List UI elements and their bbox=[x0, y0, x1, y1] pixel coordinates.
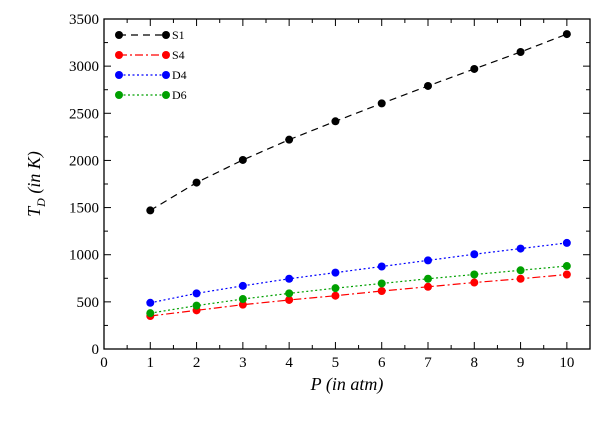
series-s4 bbox=[146, 270, 571, 320]
y-axis-title-rest: (in K) bbox=[24, 151, 45, 198]
legend-marker bbox=[162, 71, 170, 79]
series-line-s4 bbox=[150, 273, 567, 317]
data-point-d6 bbox=[331, 284, 340, 293]
data-point-s1 bbox=[516, 48, 525, 56]
legend-entry-d4: D4 bbox=[115, 68, 187, 82]
data-point-d6 bbox=[516, 266, 525, 275]
series-line-d6 bbox=[150, 265, 567, 314]
data-point-s1 bbox=[331, 117, 340, 126]
y-tick-label: 0 bbox=[92, 342, 100, 358]
series-line-s1 bbox=[149, 33, 568, 211]
legend-marker bbox=[162, 51, 170, 59]
y-axis-title-sub: D bbox=[34, 198, 48, 208]
x-axis-title: P (in atm) bbox=[310, 374, 384, 395]
data-point-d4 bbox=[516, 244, 525, 253]
ticks-layer: 0 1 2 3 4 5 6 7 8 9 10 0 500 1000 1500 2000 2500 3000 3500 bbox=[69, 12, 590, 371]
data-point-s4 bbox=[424, 282, 432, 291]
x-tick-label: 7 bbox=[424, 355, 432, 371]
data-point-s1 bbox=[192, 178, 201, 187]
series-d6 bbox=[146, 262, 571, 318]
y-tick-label: 2000 bbox=[69, 153, 99, 169]
data-point-d4 bbox=[377, 262, 386, 271]
data-point-d4 bbox=[146, 298, 155, 307]
data-point-s4 bbox=[562, 270, 571, 279]
data-point-s1 bbox=[424, 81, 432, 90]
data-point-d4 bbox=[238, 281, 247, 290]
data-point-s1 bbox=[470, 64, 479, 73]
x-tick-label: 3 bbox=[239, 355, 247, 371]
x-tick-label: 4 bbox=[285, 355, 293, 371]
legend-label: S4 bbox=[172, 48, 185, 62]
y-tick-label: 500 bbox=[77, 295, 100, 311]
x-tick-label: 0 bbox=[100, 355, 108, 371]
legend-marker bbox=[115, 51, 123, 59]
data-point-d6 bbox=[562, 262, 571, 271]
data-point-s4 bbox=[331, 291, 340, 300]
series-s1 bbox=[146, 30, 571, 215]
data-point-d6 bbox=[192, 301, 201, 310]
data-point-s4 bbox=[238, 300, 247, 309]
data-point-s4 bbox=[377, 287, 386, 296]
data-point-d6 bbox=[424, 274, 432, 283]
y-tick-label: 3500 bbox=[69, 12, 99, 28]
x-tick-label: 2 bbox=[193, 355, 201, 371]
legend-entry-s4: S4 bbox=[115, 48, 185, 62]
legend-marker bbox=[115, 31, 123, 39]
data-point-s1 bbox=[238, 155, 247, 164]
data-point-s4 bbox=[470, 278, 479, 287]
data-point-d6 bbox=[146, 309, 155, 318]
series-line-d4 bbox=[150, 242, 567, 304]
x-tick-label: 8 bbox=[471, 355, 479, 371]
data-point-d6 bbox=[377, 279, 386, 288]
legend-marker bbox=[162, 91, 170, 99]
x-tick-label: 10 bbox=[559, 355, 574, 371]
legend-label: S1 bbox=[172, 28, 185, 42]
data-point-d4 bbox=[331, 268, 340, 277]
legend-entry-d6: D6 bbox=[115, 88, 187, 102]
y-tick-label: 1500 bbox=[69, 201, 99, 217]
x-tick-label: 5 bbox=[332, 355, 340, 371]
data-point-d4 bbox=[192, 289, 201, 298]
legend-label: D4 bbox=[172, 68, 187, 82]
data-point-s1 bbox=[285, 135, 294, 144]
y-axis-title-main: T bbox=[24, 205, 44, 217]
legend-marker bbox=[115, 91, 123, 99]
data-point-d6 bbox=[238, 295, 247, 304]
legend-marker bbox=[162, 31, 170, 39]
data-point-s1 bbox=[146, 206, 155, 215]
data-point-d4 bbox=[285, 274, 294, 283]
x-tick-label: 6 bbox=[378, 355, 386, 371]
legend-label: D6 bbox=[172, 88, 187, 102]
y-axis-title: TD (in K) bbox=[24, 151, 48, 217]
data-point-s1 bbox=[562, 30, 571, 39]
data-point-d4 bbox=[424, 256, 432, 265]
data-point-s4 bbox=[516, 274, 525, 283]
series-layer bbox=[146, 30, 571, 320]
series-d4 bbox=[146, 238, 571, 307]
legend-entry-s1: S1 bbox=[115, 28, 185, 42]
y-tick-label: 3000 bbox=[69, 59, 99, 75]
data-point-s4 bbox=[285, 295, 294, 304]
data-point-d4 bbox=[562, 238, 571, 247]
y-tick-label: 1000 bbox=[69, 248, 99, 264]
data-point-s1 bbox=[377, 99, 386, 108]
data-point-d4 bbox=[470, 250, 479, 259]
y-tick-label: 2500 bbox=[69, 106, 99, 122]
legend: S1 S4 D4 D6 bbox=[115, 28, 187, 102]
data-point-d6 bbox=[470, 270, 479, 279]
x-tick-label: 1 bbox=[147, 355, 155, 371]
legend-marker bbox=[115, 71, 123, 79]
data-point-d6 bbox=[285, 289, 294, 298]
x-tick-label: 9 bbox=[517, 355, 525, 371]
